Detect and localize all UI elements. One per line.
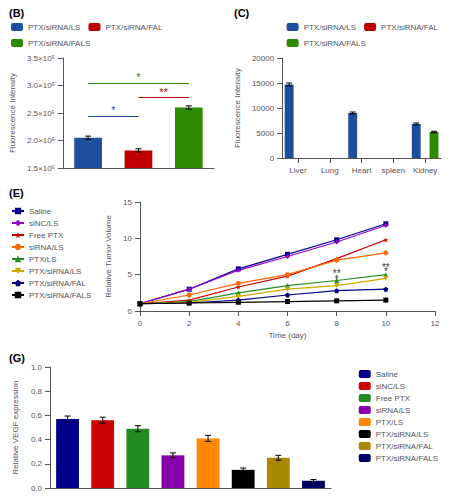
svg-text:Fluorescence Intensity: Fluorescence Intensity — [8, 73, 17, 153]
svg-text:5: 5 — [128, 270, 133, 279]
svg-text:PTX/siRNA/LS: PTX/siRNA/LS — [29, 267, 81, 276]
svg-text:0: 0 — [128, 307, 133, 316]
svg-text:3.5×10⁵: 3.5×10⁵ — [27, 54, 55, 63]
svg-text:5000: 5000 — [256, 129, 274, 138]
svg-text:8: 8 — [334, 319, 339, 328]
svg-text:10: 10 — [381, 319, 390, 328]
svg-text:*: * — [335, 274, 339, 285]
svg-text:siRNA/LS: siRNA/LS — [29, 243, 64, 252]
svg-text:Liver: Liver — [289, 166, 307, 175]
svg-text:PTX/LS: PTX/LS — [376, 418, 404, 427]
svg-text:20000: 20000 — [252, 54, 275, 63]
svg-text:PTX/siRNA/LS: PTX/siRNA/LS — [304, 23, 356, 32]
svg-text:Saline: Saline — [29, 207, 52, 216]
svg-text:PTX/siRNA/FAL: PTX/siRNA/FAL — [376, 442, 433, 451]
svg-text:2.5×10⁵: 2.5×10⁵ — [27, 109, 55, 118]
svg-text:6: 6 — [285, 319, 290, 328]
svg-text:PTX/siRNA/LS: PTX/siRNA/LS — [376, 430, 428, 439]
svg-text:10: 10 — [123, 234, 132, 243]
svg-text:PTX/siRNA/FALS: PTX/siRNA/FALS — [376, 454, 438, 463]
svg-text:15: 15 — [123, 198, 132, 207]
svg-text:*: * — [111, 104, 116, 116]
svg-text:0.4: 0.4 — [31, 435, 43, 444]
svg-text:**: ** — [159, 86, 168, 98]
svg-text:(G): (G) — [9, 352, 25, 364]
svg-text:0.8: 0.8 — [31, 387, 43, 396]
svg-text:(E): (E) — [9, 187, 24, 199]
svg-text:15000: 15000 — [252, 79, 275, 88]
svg-text:*: * — [136, 71, 141, 83]
svg-text:Relative VEGF expression: Relative VEGF expression — [11, 381, 20, 475]
svg-text:siRNA/LS: siRNA/LS — [376, 406, 411, 415]
svg-text:12: 12 — [431, 319, 440, 328]
svg-text:Heart: Heart — [352, 166, 372, 175]
svg-text:PTX/siRNA/FALS: PTX/siRNA/FALS — [29, 291, 91, 300]
svg-text:PTX/siRNA/FALS: PTX/siRNA/FALS — [304, 39, 366, 48]
svg-text:Relative Tumor Volume: Relative Tumor Volume — [104, 215, 113, 298]
svg-text:Fluorescence Intensity: Fluorescence Intensity — [233, 68, 242, 148]
svg-text:0: 0 — [270, 154, 275, 163]
svg-text:2.0×10⁵: 2.0×10⁵ — [27, 136, 55, 145]
svg-text:siNC/LS: siNC/LS — [376, 382, 405, 391]
svg-text:PTX/siRNA/FALS: PTX/siRNA/FALS — [28, 39, 90, 48]
svg-text:3.0×10⁵: 3.0×10⁵ — [27, 81, 55, 90]
svg-text:1.0: 1.0 — [31, 363, 43, 372]
svg-text:Kidney: Kidney — [413, 166, 437, 175]
svg-text:Lung: Lung — [321, 166, 339, 175]
svg-text:Time (day): Time (day) — [269, 331, 307, 340]
svg-text:2: 2 — [187, 319, 192, 328]
svg-text:PTX/siRNA/LS: PTX/siRNA/LS — [28, 23, 80, 32]
svg-text:spleen: spleen — [382, 166, 406, 175]
svg-text:Saline: Saline — [376, 370, 399, 379]
svg-text:siNC/LS: siNC/LS — [29, 219, 58, 228]
svg-text:Free PTX: Free PTX — [29, 231, 64, 240]
svg-text:PTX/siRNA/FAL: PTX/siRNA/FAL — [381, 23, 438, 32]
svg-text:0.0: 0.0 — [31, 484, 43, 493]
svg-text:PTX/siRNA/FAL: PTX/siRNA/FAL — [29, 279, 86, 288]
svg-text:1.5×10⁵: 1.5×10⁵ — [27, 164, 55, 173]
svg-text:(C): (C) — [234, 7, 250, 19]
svg-text:0: 0 — [138, 319, 143, 328]
svg-text:(B): (B) — [9, 7, 25, 19]
svg-text:0.6: 0.6 — [31, 411, 43, 420]
svg-text:PTX/LS: PTX/LS — [29, 255, 57, 264]
svg-text:Free PTX: Free PTX — [376, 394, 411, 403]
svg-text:4: 4 — [236, 319, 241, 328]
svg-text:*: * — [384, 266, 388, 277]
svg-text:0.2: 0.2 — [31, 459, 43, 468]
svg-text:PTX/siRNA/FAL: PTX/siRNA/FAL — [105, 23, 162, 32]
svg-text:10000: 10000 — [252, 104, 275, 113]
